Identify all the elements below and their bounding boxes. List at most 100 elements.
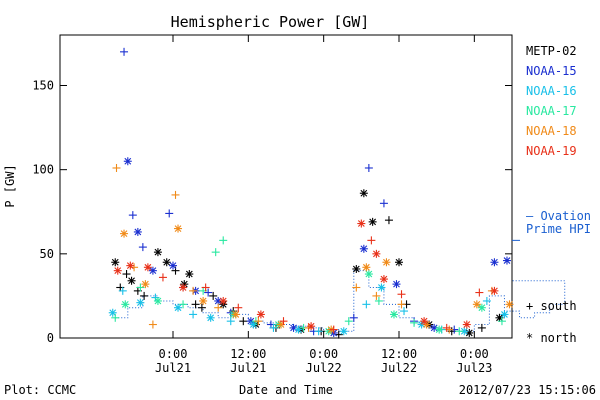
north-point bbox=[113, 266, 122, 275]
ovation-label-line1: – Ovation bbox=[526, 209, 591, 223]
north-point bbox=[357, 219, 366, 228]
north-point bbox=[123, 157, 132, 166]
y-tick-label: 100 bbox=[32, 163, 54, 177]
south-point bbox=[410, 318, 419, 327]
south-point bbox=[384, 216, 393, 225]
y-tick-label: 150 bbox=[32, 79, 54, 93]
south-point bbox=[118, 286, 127, 295]
x-tick-time-label: 12:00 bbox=[230, 347, 266, 361]
y-tick-label: 50 bbox=[40, 247, 54, 261]
north-point bbox=[169, 261, 177, 270]
south-point bbox=[367, 236, 376, 245]
north-point bbox=[199, 296, 208, 305]
north-point bbox=[339, 327, 348, 336]
south-point bbox=[214, 303, 223, 312]
south-point bbox=[234, 303, 243, 312]
x-tick-date-label: Jul21 bbox=[155, 361, 191, 375]
legend-item: NOAA-19 bbox=[526, 144, 577, 158]
north-point bbox=[174, 224, 183, 233]
north-point bbox=[143, 263, 152, 272]
south-point bbox=[397, 300, 406, 309]
south-point bbox=[279, 317, 288, 326]
north-point bbox=[126, 261, 135, 270]
y-tick-label: 0 bbox=[47, 331, 54, 345]
south-point bbox=[179, 300, 188, 309]
north-point bbox=[377, 283, 386, 292]
south-point bbox=[482, 296, 491, 305]
y-axis: 0 50 100 150 bbox=[32, 79, 512, 345]
legend-north-marker: * north bbox=[526, 331, 577, 345]
north-point bbox=[185, 270, 194, 279]
south-point bbox=[189, 286, 198, 295]
north-point bbox=[490, 258, 499, 267]
legend-item: NOAA-15 bbox=[526, 64, 577, 78]
north-point bbox=[462, 320, 471, 329]
north-point bbox=[352, 264, 361, 273]
x-tick-time-label: 0:00 bbox=[159, 347, 188, 361]
chart-title: Hemispheric Power [GW] bbox=[171, 13, 370, 31]
north-point bbox=[477, 303, 486, 312]
north-point bbox=[505, 300, 514, 309]
south-point bbox=[112, 163, 121, 172]
north-point bbox=[111, 258, 120, 267]
south-point bbox=[138, 243, 147, 252]
north-point bbox=[153, 296, 162, 305]
south-point bbox=[171, 190, 180, 199]
north-point bbox=[219, 296, 228, 305]
south-point bbox=[349, 313, 358, 322]
south-point bbox=[314, 327, 323, 336]
north-point bbox=[359, 189, 368, 198]
north-point bbox=[148, 266, 157, 275]
south-point bbox=[148, 320, 157, 329]
south-point bbox=[211, 248, 220, 257]
north-point bbox=[359, 244, 368, 253]
south-point bbox=[165, 209, 174, 218]
south-point bbox=[372, 291, 381, 300]
legend-item: NOAA-17 bbox=[526, 104, 577, 118]
south-point bbox=[140, 291, 149, 300]
south-point bbox=[344, 317, 353, 326]
legend: METP-02 NOAA-15 NOAA-16 NOAA-17 NOAA-18 NOAA-… bbox=[526, 44, 577, 158]
north-point bbox=[307, 322, 316, 331]
south-point bbox=[475, 288, 484, 297]
legend-item: NOAA-16 bbox=[526, 84, 577, 98]
south-point bbox=[209, 291, 218, 300]
x-tick-time-label: 0:00 bbox=[309, 347, 338, 361]
north-point bbox=[372, 249, 381, 258]
north-point bbox=[362, 263, 371, 272]
north-point bbox=[231, 310, 240, 319]
north-point bbox=[179, 283, 188, 292]
x-tick-date-label: Jul21 bbox=[230, 361, 266, 375]
south-point bbox=[364, 163, 373, 172]
south-point bbox=[226, 317, 235, 326]
south-point bbox=[254, 317, 263, 326]
north-point bbox=[174, 303, 183, 312]
plot-frame bbox=[59, 34, 513, 339]
data-markers bbox=[108, 47, 514, 339]
south-point bbox=[122, 270, 131, 279]
legend-item: METP-02 bbox=[526, 44, 577, 58]
south-point bbox=[455, 327, 464, 336]
north-point bbox=[500, 310, 509, 319]
legend-south-marker: + south bbox=[526, 299, 577, 313]
south-point bbox=[397, 290, 406, 299]
north-point bbox=[490, 286, 499, 295]
south-point bbox=[204, 288, 213, 297]
north-point bbox=[294, 325, 303, 334]
north-point bbox=[162, 258, 171, 267]
x-tick-date-label: Jul22 bbox=[306, 361, 342, 375]
north-point bbox=[368, 217, 377, 226]
north-point bbox=[120, 229, 129, 238]
x-tick-time-label: 0:00 bbox=[460, 347, 489, 361]
north-point bbox=[364, 270, 373, 279]
south-point bbox=[374, 296, 383, 305]
x-tick-time-label: 12:00 bbox=[381, 347, 417, 361]
x-tick-date-label: Jul22 bbox=[381, 361, 417, 375]
north-point bbox=[256, 310, 265, 319]
north-point bbox=[392, 280, 401, 289]
north-point bbox=[382, 258, 391, 267]
south-point bbox=[128, 211, 137, 220]
south-point bbox=[201, 283, 210, 292]
north-point bbox=[121, 300, 130, 309]
